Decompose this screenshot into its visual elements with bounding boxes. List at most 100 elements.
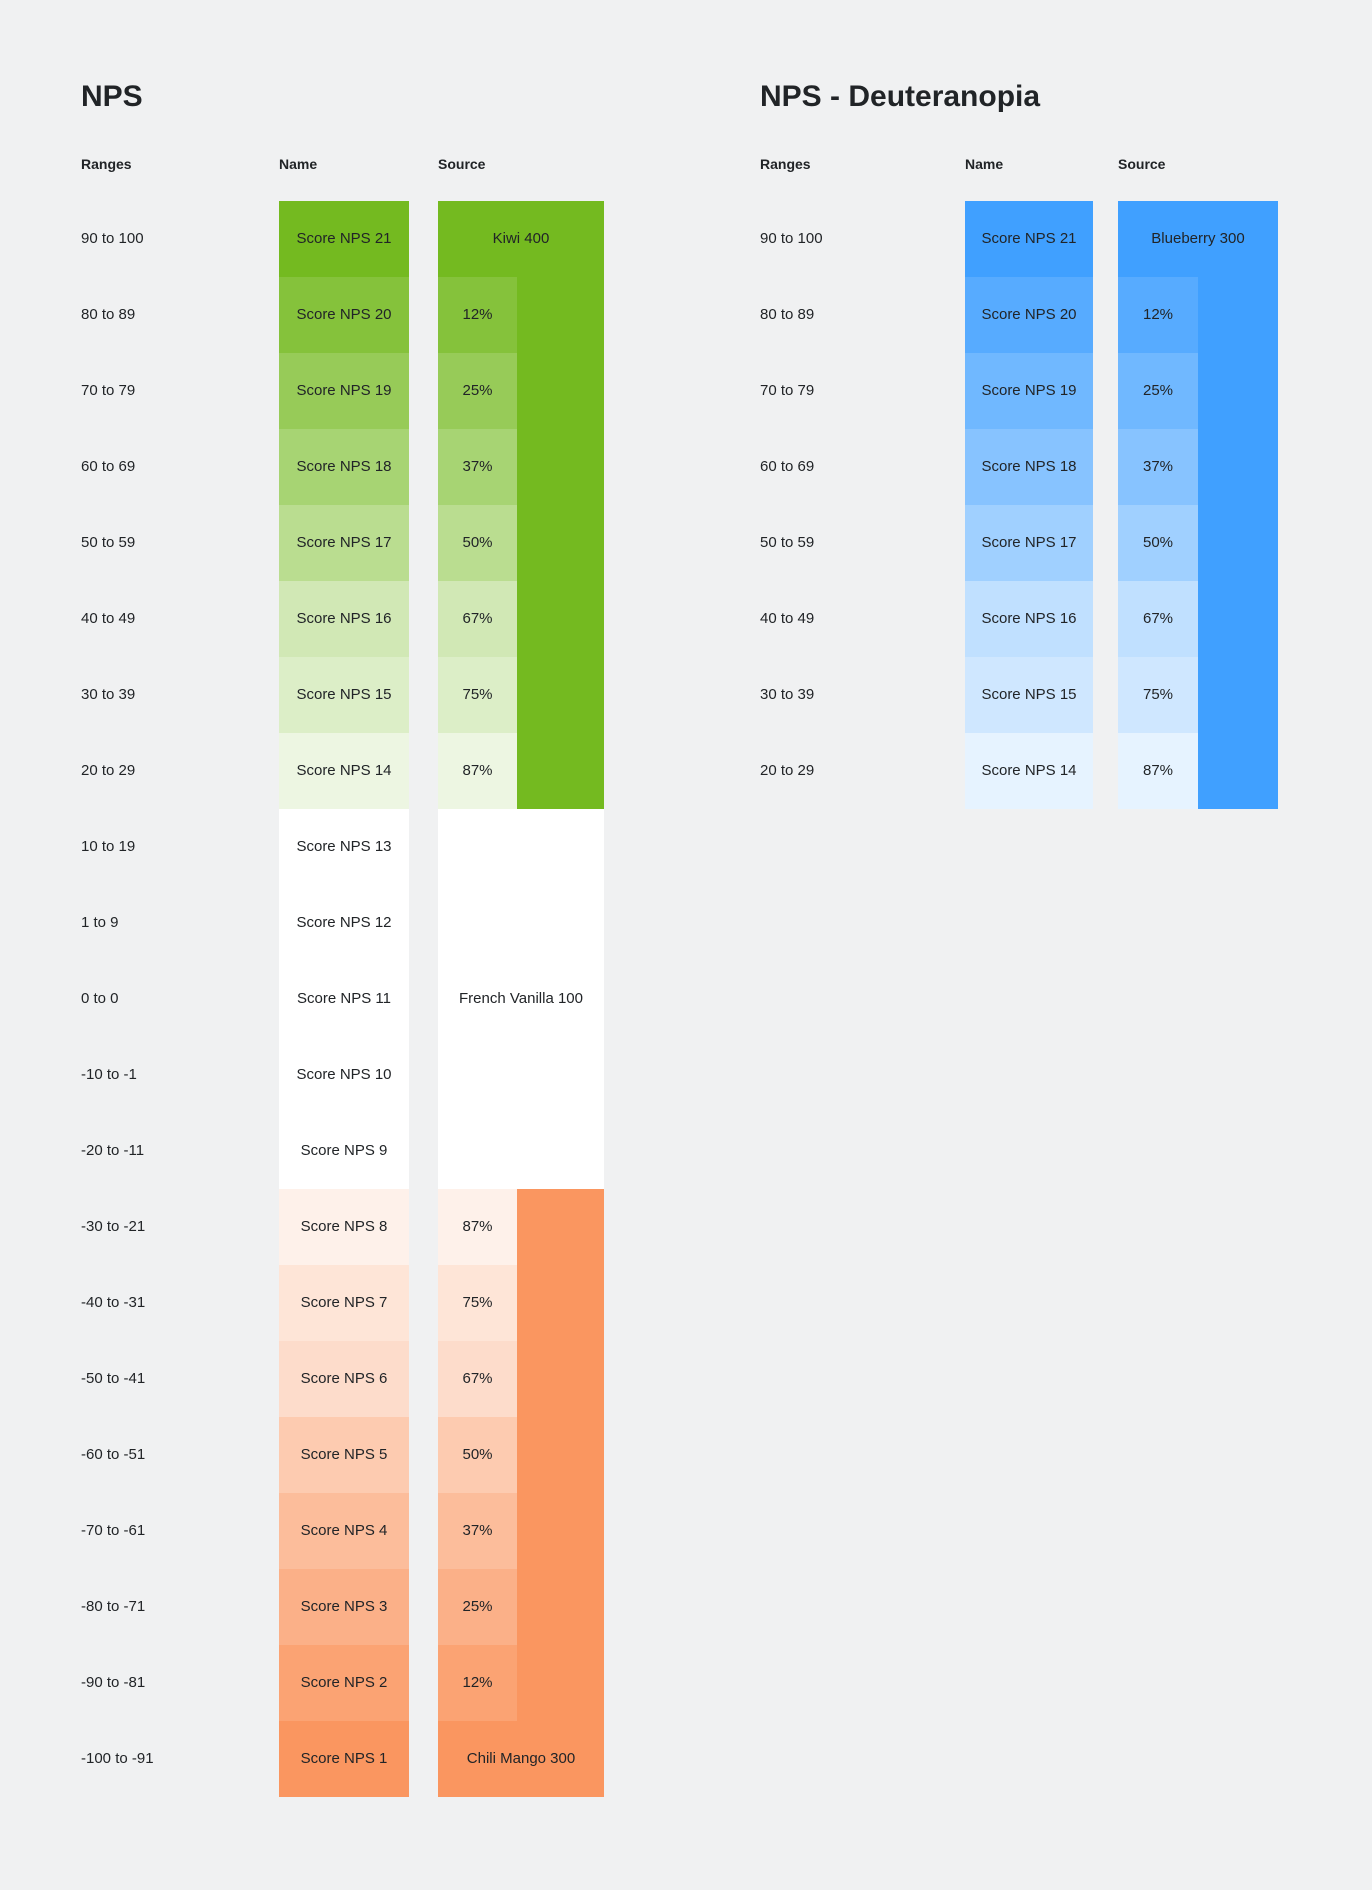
name-cell: Score NPS 14: [279, 733, 409, 809]
name-cell: Score NPS 1: [279, 1721, 409, 1797]
range-label: -80 to -71: [81, 1598, 146, 1615]
source-tint-cell: 67%: [438, 1341, 517, 1417]
name-cell: Score NPS 21: [965, 201, 1093, 277]
range-label: 30 to 39: [81, 686, 136, 703]
source-tint-cell: 50%: [438, 1417, 517, 1493]
source-merged-cell-negative: Chili Mango 300: [438, 1721, 604, 1797]
name-cell: Score NPS 13: [279, 809, 409, 885]
source-color-bar-positive: [517, 201, 604, 809]
source-tint-cell: 12%: [438, 1645, 517, 1721]
source-tint-cell: 75%: [438, 1265, 517, 1341]
source-tint-cell: 75%: [1118, 657, 1198, 733]
source-merged-cell-neutral: French Vanilla 100: [438, 809, 604, 1189]
range-label: 20 to 29: [81, 762, 136, 779]
range-label: 40 to 49: [760, 610, 815, 627]
right-column-header-name: Name: [965, 156, 1004, 172]
name-cell: Score NPS 20: [965, 277, 1093, 353]
name-cell: Score NPS 20: [279, 277, 409, 353]
name-cell: Score NPS 14: [965, 733, 1093, 809]
source-tint-cell: 25%: [1118, 353, 1198, 429]
source-tint-cell: 37%: [438, 1493, 517, 1569]
source-color-bar-positive: [1198, 201, 1278, 809]
source-color-label: Kiwi 400: [492, 230, 550, 247]
name-cell: Score NPS 9: [279, 1113, 409, 1189]
source-color-label: Chili Mango 300: [466, 1750, 576, 1767]
range-label: 80 to 89: [760, 306, 815, 323]
range-label: -10 to -1: [81, 1066, 137, 1083]
source-color-label: French Vanilla 100: [459, 990, 583, 1007]
name-cell: Score NPS 6: [279, 1341, 409, 1417]
name-cell: Score NPS 11: [279, 961, 409, 1037]
name-cell: Score NPS 3: [279, 1569, 409, 1645]
range-label: 80 to 89: [81, 306, 136, 323]
right-column-header-source: Source: [1118, 156, 1166, 172]
name-cell: Score NPS 15: [965, 657, 1093, 733]
range-label: 70 to 79: [81, 382, 136, 399]
name-cell: Score NPS 19: [965, 353, 1093, 429]
source-tint-cell: 25%: [438, 1569, 517, 1645]
range-label: -60 to -51: [81, 1446, 146, 1463]
range-label: 90 to 100: [81, 230, 144, 247]
range-label: 50 to 59: [760, 534, 815, 551]
source-tint-cell: 12%: [438, 277, 517, 353]
name-cell: Score NPS 16: [965, 581, 1093, 657]
range-label: -100 to -91: [81, 1750, 154, 1767]
range-label: 60 to 69: [760, 458, 815, 475]
source-color-label: Blueberry 300: [1151, 230, 1245, 247]
range-label: -30 to -21: [81, 1218, 146, 1235]
right-column-header-ranges: Ranges: [760, 156, 811, 172]
source-tint-cell: 50%: [438, 505, 517, 581]
source-tint-cell: 37%: [438, 429, 517, 505]
nps-deuteranopia-table-title: NPS - Deuteranopia: [760, 80, 1041, 113]
source-tint-cell: 75%: [438, 657, 517, 733]
range-label: 60 to 69: [81, 458, 136, 475]
source-tint-cell: 12%: [1118, 277, 1198, 353]
name-cell: Score NPS 4: [279, 1493, 409, 1569]
source-tint-cell: 87%: [438, 733, 517, 809]
range-label: 30 to 39: [760, 686, 815, 703]
nps-table-title: NPS: [81, 80, 143, 113]
range-label: 20 to 29: [760, 762, 815, 779]
name-cell: Score NPS 16: [279, 581, 409, 657]
source-tint-cell: 87%: [1118, 733, 1198, 809]
range-label: -90 to -81: [81, 1674, 146, 1691]
range-label: 70 to 79: [760, 382, 815, 399]
name-cell: Score NPS 21: [279, 201, 409, 277]
range-label: -40 to -31: [81, 1294, 146, 1311]
name-cell: Score NPS 18: [279, 429, 409, 505]
name-cell: Score NPS 17: [279, 505, 409, 581]
source-tint-cell: 67%: [438, 581, 517, 657]
range-label: 0 to 0: [81, 990, 119, 1007]
nps-deuteranopia-table: Blueberry 300 90 to 100 Score NPS 21 80 to …: [760, 201, 1278, 809]
name-cell: Score NPS 15: [279, 657, 409, 733]
source-merged-cell-positive: Blueberry 300: [1118, 201, 1278, 277]
name-cell: Score NPS 17: [965, 505, 1093, 581]
source-color-bar-negative: [517, 1189, 604, 1797]
left-column-header-name: Name: [279, 156, 318, 172]
left-column-header-source: Source: [438, 156, 486, 172]
name-cell: Score NPS 5: [279, 1417, 409, 1493]
range-label: 50 to 59: [81, 534, 136, 551]
name-cell: Score NPS 7: [279, 1265, 409, 1341]
source-tint-cell: 67%: [1118, 581, 1198, 657]
source-merged-cell-positive: Kiwi 400: [438, 201, 604, 277]
range-label: -50 to -41: [81, 1370, 146, 1387]
source-tint-cell: 25%: [438, 353, 517, 429]
range-label: 90 to 100: [760, 230, 823, 247]
name-cell: Score NPS 19: [279, 353, 409, 429]
left-column-header-ranges: Ranges: [81, 156, 132, 172]
source-tint-cell: 50%: [1118, 505, 1198, 581]
source-tint-cell: 37%: [1118, 429, 1198, 505]
range-label: -70 to -61: [81, 1522, 146, 1539]
range-label: 1 to 9: [81, 914, 119, 931]
name-cell: Score NPS 2: [279, 1645, 409, 1721]
nps-table: Kiwi 400 French Vanilla 100 Chili Mango 30…: [81, 201, 604, 1797]
name-cell: Score NPS 10: [279, 1037, 409, 1113]
range-label: -20 to -11: [81, 1142, 145, 1159]
name-cell: Score NPS 8: [279, 1189, 409, 1265]
name-cell: Score NPS 12: [279, 885, 409, 961]
source-tint-cell: 87%: [438, 1189, 517, 1265]
range-label: 40 to 49: [81, 610, 136, 627]
name-cell: Score NPS 18: [965, 429, 1093, 505]
